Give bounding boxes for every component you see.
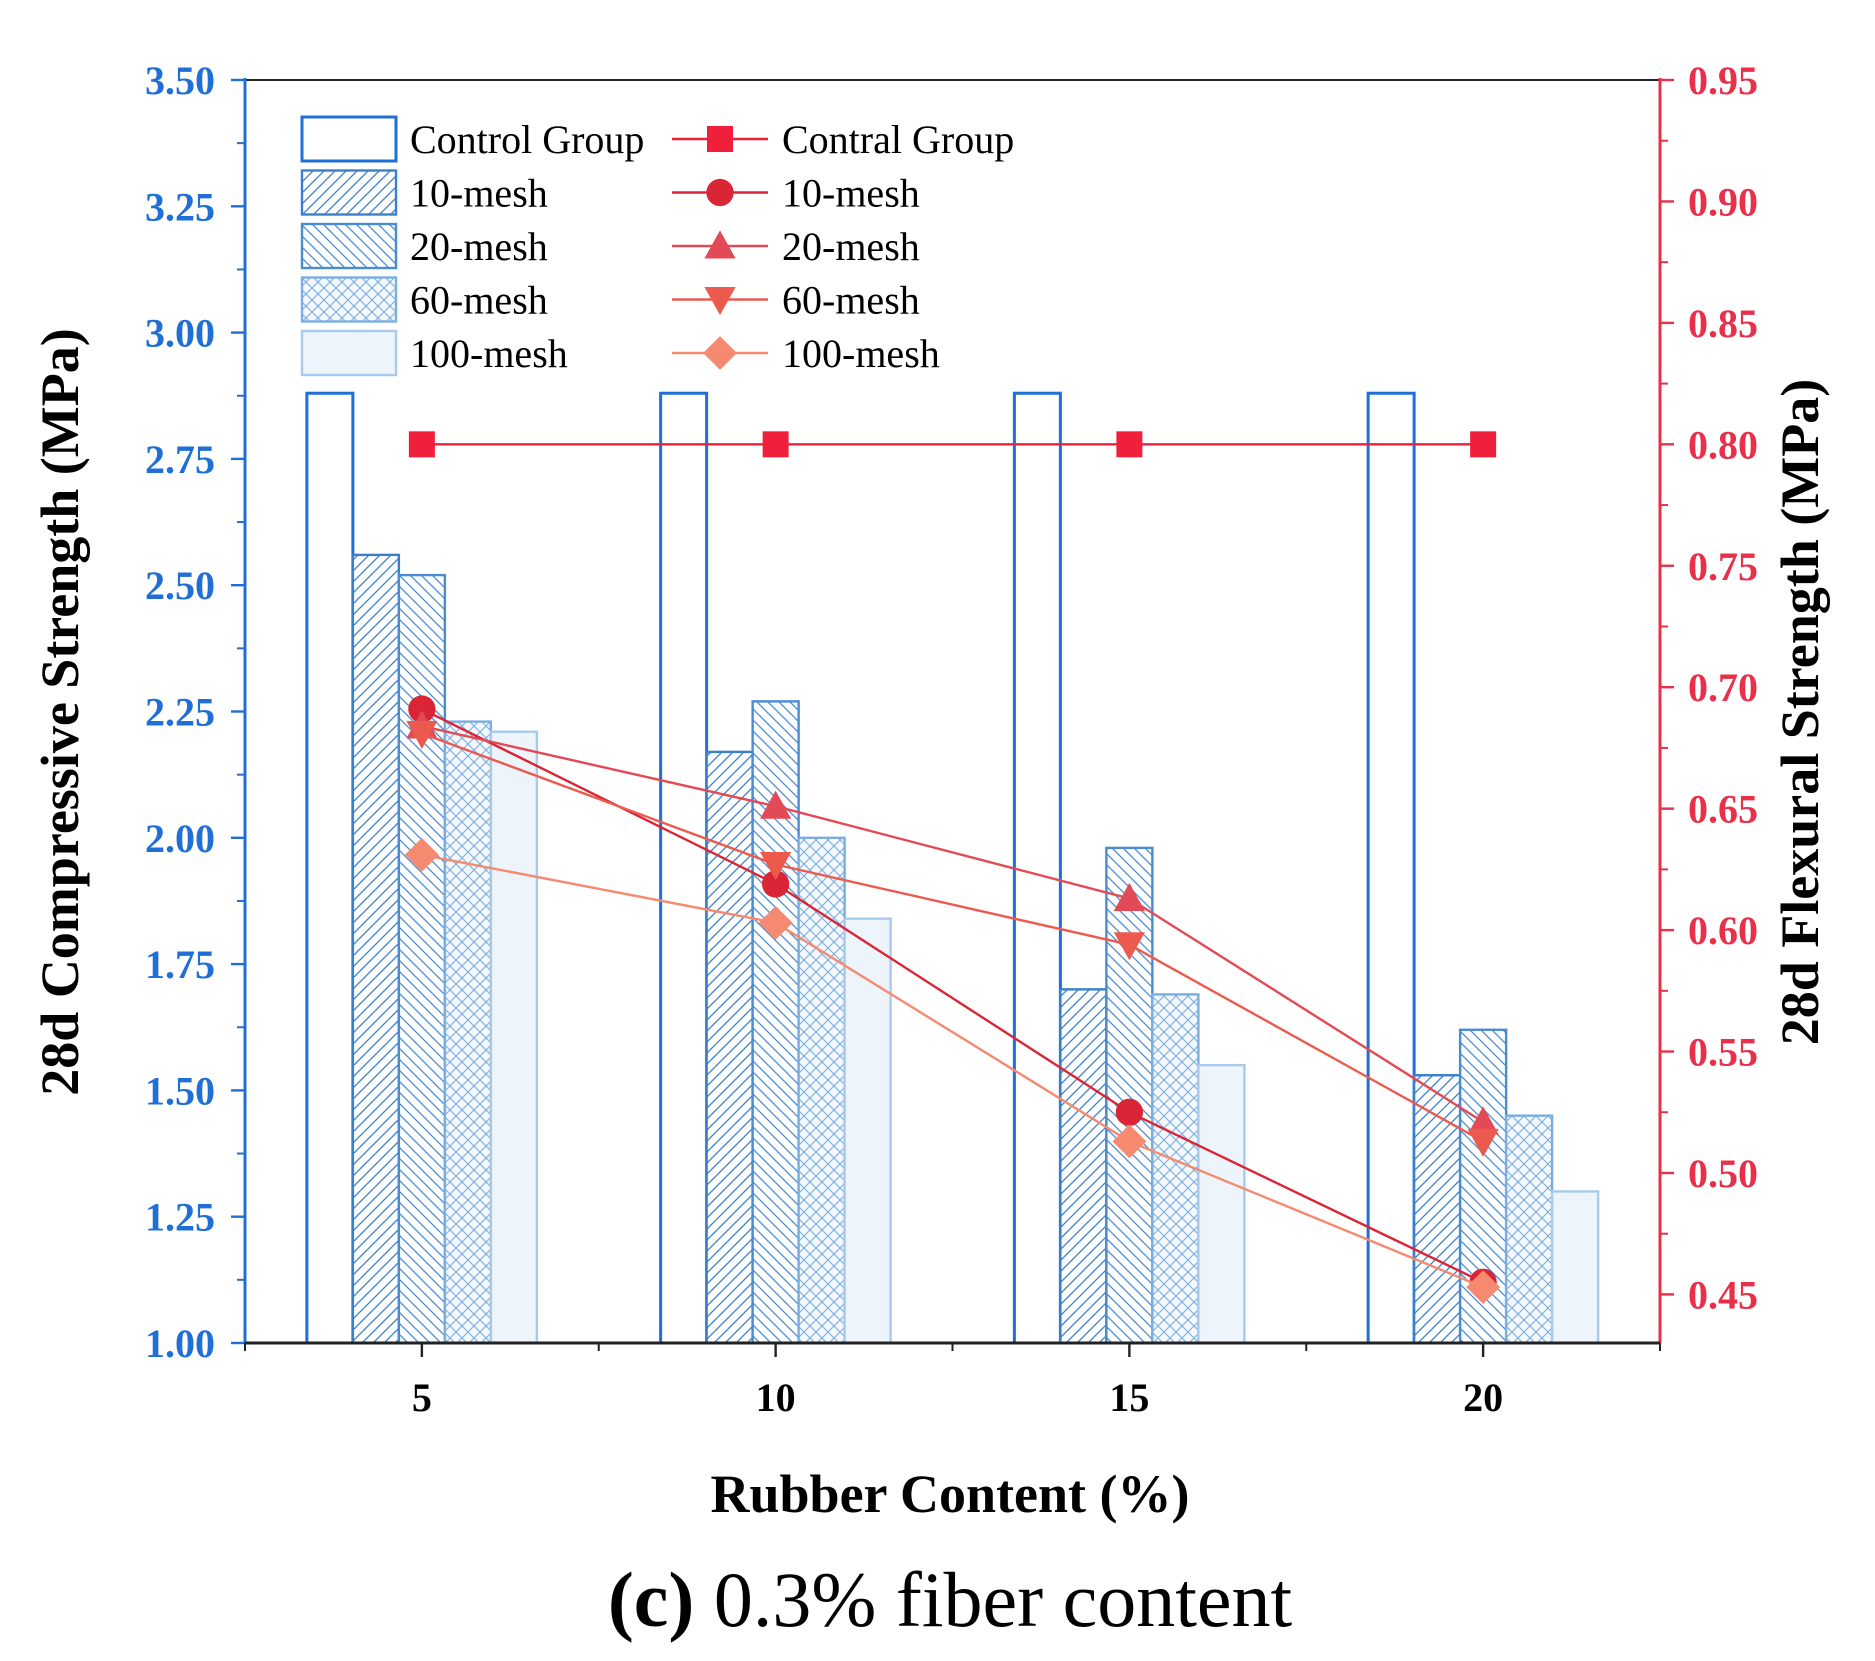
point-contral-group-10	[762, 431, 789, 458]
right-tick-label: 0.90	[1688, 179, 1758, 224]
left-tick-label: 1.25	[145, 1195, 215, 1240]
bar-20-mesh-15	[1105, 846, 1154, 1345]
right-tick-label: 0.45	[1688, 1272, 1758, 1317]
caption-prefix: (c)	[608, 1556, 695, 1643]
left-tick-label: 1.50	[145, 1068, 215, 1113]
right-tick-label: 0.60	[1688, 908, 1758, 953]
point-60-mesh-15	[1113, 932, 1145, 961]
legend-label-bar-100-mesh: 100-mesh	[410, 331, 568, 376]
x-tick-label: 10	[756, 1375, 796, 1420]
point-100-mesh-10	[758, 905, 793, 940]
legend-swatch-bar-100-mesh	[300, 329, 398, 377]
lines-group	[404, 431, 1501, 1305]
bar-60-mesh-20	[1504, 1114, 1554, 1345]
legend-marker-60-mesh	[704, 287, 736, 316]
bar-20-mesh-5	[397, 573, 447, 1345]
bar-60-mesh-5	[443, 720, 493, 1345]
bar-60-mesh-15	[1151, 993, 1200, 1345]
legend-swatch-bar-60-mesh	[300, 276, 398, 323]
legend-swatch-bar-20-mesh	[300, 222, 398, 270]
bar-control-group-15	[1012, 391, 1062, 1345]
point-100-mesh-20	[1466, 1270, 1501, 1305]
x-tick-label: 20	[1463, 1375, 1503, 1420]
line-10-mesh	[421, 707, 1484, 1284]
axes-group: 1.00 1.25 1.50 1.75 2.00 2.25 2.50 2.75 3.00 3.25…	[145, 58, 1758, 1420]
right-tick-label: 0.50	[1688, 1151, 1758, 1196]
figure-caption: (c) 0.3% fiber content	[608, 1556, 1293, 1643]
bars-group	[305, 391, 1600, 1345]
legend-label-line-20-mesh: 20-mesh	[782, 224, 920, 269]
point-contral-group-15	[1116, 431, 1143, 458]
bar-10-mesh-20	[1412, 1074, 1462, 1345]
legend-label-bar-60-mesh: 60-mesh	[410, 278, 548, 323]
right-tick-label: 0.55	[1688, 1030, 1758, 1075]
legend-label-bar-control-group: Control Group	[410, 117, 644, 162]
legend-swatch-bar-control-group	[300, 115, 398, 163]
point-10-mesh-10	[761, 870, 790, 898]
legend-label-line-60-mesh: 60-mesh	[782, 278, 920, 323]
legend-label-bar-20-mesh: 20-mesh	[410, 224, 548, 269]
legend: Control Group 10-mesh 20-mesh 60-mesh 100-me…	[300, 115, 1014, 377]
left-tick-label: 2.75	[145, 437, 215, 482]
x-tick-label: 5	[412, 1375, 432, 1420]
point-100-mesh-5	[404, 837, 439, 872]
right-tick-label: 0.70	[1688, 665, 1758, 710]
point-60-mesh-20	[1467, 1128, 1499, 1158]
left-tick-label: 1.75	[145, 942, 215, 987]
point-60-mesh-10	[760, 852, 792, 881]
x-axis-title: Rubber Content (%)	[710, 1464, 1189, 1524]
point-100-mesh-15	[1112, 1124, 1147, 1159]
bar-control-group-5	[305, 391, 355, 1345]
point-contral-group-20	[1470, 431, 1497, 458]
bar-10-mesh-5	[351, 553, 401, 1345]
legend-marker-10-mesh	[706, 178, 734, 207]
point-20-mesh-15	[1113, 882, 1145, 912]
line-20-mesh	[421, 724, 1484, 1123]
bar-100-mesh-20	[1550, 1190, 1600, 1345]
legend-label-line-100-mesh: 100-mesh	[782, 331, 940, 376]
right-tick-label: 0.75	[1688, 544, 1758, 589]
left-tick-label: 3.25	[145, 184, 215, 229]
bar-10-mesh-15	[1059, 988, 1108, 1345]
left-tick-label: 3.00	[145, 311, 215, 356]
bar-100-mesh-5	[489, 730, 539, 1345]
point-10-mesh-5	[408, 695, 436, 723]
legend-marker-20-mesh	[704, 230, 736, 259]
legend-marker-contral-group	[707, 126, 733, 152]
right-tick-label: 0.95	[1688, 58, 1758, 103]
legend-label-bar-10-mesh: 10-mesh	[410, 171, 548, 216]
left-tick-label: 1.00	[145, 1321, 215, 1366]
bar-control-group-20	[1366, 391, 1416, 1345]
left-tick-label: 2.50	[145, 563, 215, 608]
right-tick-label: 0.85	[1688, 301, 1758, 346]
y-axis-title-left: 28d Compressive Strength (MPa)	[30, 328, 90, 1095]
legend-marker-100-mesh	[703, 336, 737, 370]
y-axis-title-right: 28d Flexural Strength (MPa)	[1770, 379, 1830, 1045]
line-60-mesh	[421, 732, 1484, 1143]
line-100-mesh	[421, 853, 1484, 1289]
point-10-mesh-15	[1115, 1098, 1144, 1126]
point-20-mesh-20	[1467, 1106, 1499, 1135]
left-tick-label: 2.25	[145, 690, 215, 735]
bar-control-group-10	[659, 391, 709, 1345]
left-tick-label: 3.50	[145, 58, 215, 103]
legend-swatch-bar-10-mesh	[300, 169, 398, 216]
point-20-mesh-10	[760, 790, 792, 819]
bar-100-mesh-10	[843, 917, 892, 1345]
legend-label-line-10-mesh: 10-mesh	[782, 171, 920, 216]
caption-text: 0.3% fiber content	[694, 1556, 1292, 1643]
legend-label-line-contral-group: Contral Group	[782, 117, 1014, 162]
right-tick-label: 0.80	[1688, 422, 1758, 467]
left-tick-label: 2.00	[145, 816, 215, 861]
point-60-mesh-5	[406, 720, 438, 749]
bar-100-mesh-15	[1197, 1063, 1246, 1345]
x-tick-label: 15	[1109, 1375, 1149, 1420]
point-contral-group-5	[408, 431, 435, 458]
right-tick-label: 0.65	[1688, 787, 1758, 832]
